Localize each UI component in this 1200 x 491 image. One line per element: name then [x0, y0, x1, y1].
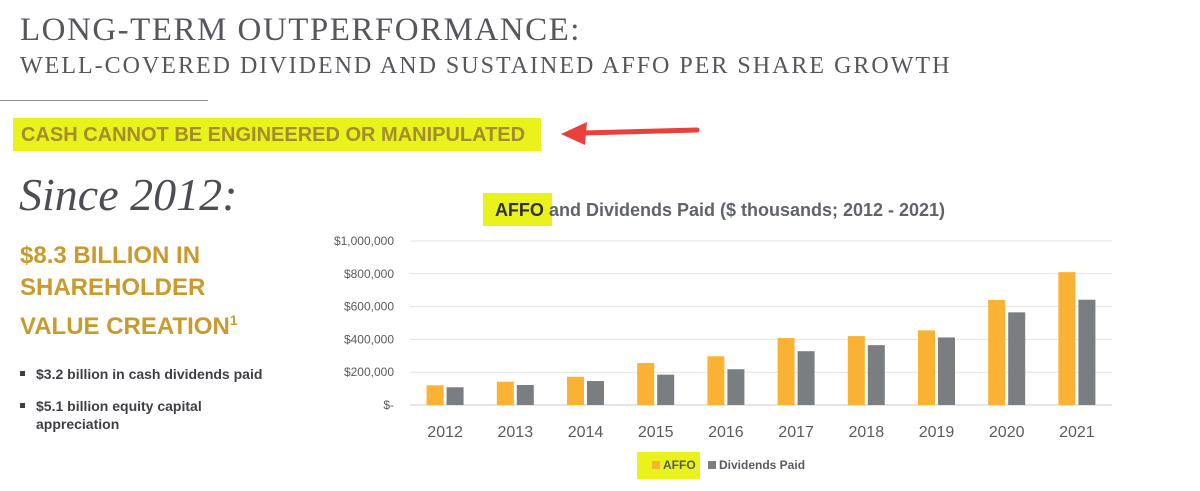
chart-title: AFFO and Dividends Paid ($ thousands; 20… — [495, 200, 945, 220]
bullet-square-icon — [20, 403, 25, 408]
chart-bars — [426, 272, 1096, 405]
bullet-equity: $5.1 billion equity capital appreciation — [20, 397, 280, 433]
bullet-dividends: $3.2 billion in cash dividends paid — [20, 365, 280, 383]
chart-x-axis: 2012 2013 2014 2015 2016 2017 2018 2019 2020 2021 — [427, 424, 1094, 441]
dividends-bar — [938, 337, 955, 405]
legend-dividends-swatch — [708, 461, 716, 469]
chart-title-rest: and Dividends Paid ($ thousands; 2012 - … — [544, 200, 945, 220]
y-tick-label: $400,000 — [344, 332, 394, 346]
legend-highlight — [637, 452, 700, 479]
affo-bar — [707, 356, 725, 405]
affo-bar — [847, 336, 865, 405]
value-creation-text: $8.3 BILLION IN SHAREHOLDER VALUE CREATI… — [20, 242, 230, 340]
x-tick-label: 2019 — [919, 424, 955, 441]
dividends-bar — [727, 369, 745, 405]
dividends-bar — [797, 351, 815, 405]
page-subtitle: WELL-COVERED DIVIDEND AND SUSTAINED AFFO… — [20, 53, 952, 79]
legend-affo-label: AFFO — [663, 458, 696, 472]
affo-bar — [988, 300, 1006, 405]
chart-title-affo: AFFO — [495, 200, 544, 220]
chart-title-highlight — [483, 193, 552, 226]
affo-bar — [567, 376, 584, 405]
legend-affo-swatch — [652, 461, 660, 469]
x-tick-label: 2014 — [568, 424, 604, 441]
bullet-text: $3.2 billion in cash dividends paid — [36, 366, 263, 382]
x-tick-label: 2015 — [638, 424, 674, 441]
affo-bar — [1058, 272, 1076, 405]
x-tick-label: 2020 — [989, 424, 1025, 441]
dividends-bar — [516, 384, 534, 405]
x-tick-label: 2018 — [849, 424, 885, 441]
left-arrow-icon — [561, 122, 700, 145]
x-tick-label: 2012 — [427, 424, 463, 441]
page-title: LONG-TERM OUTPERFORMANCE: — [20, 12, 581, 48]
y-tick-label: $1,000,000 — [334, 234, 394, 248]
y-tick-label: $600,000 — [344, 300, 394, 314]
y-tick-label: $800,000 — [344, 267, 394, 281]
chart-y-axis: $- $200,000 $400,000 $600,000 $800,000 $1,000… — [334, 234, 394, 412]
callout-text: CASH CANNOT BE ENGINEERED OR MANIPULATED — [21, 124, 526, 146]
x-tick-label: 2017 — [778, 424, 814, 441]
x-tick-label: 2021 — [1059, 424, 1095, 441]
dividends-bar — [587, 381, 604, 405]
legend-dividends-label: Dividends Paid — [719, 458, 805, 472]
affo-bar — [496, 381, 514, 405]
affo-bar — [637, 363, 655, 405]
y-tick-label: $200,000 — [344, 365, 394, 379]
title-divider — [0, 100, 208, 101]
x-tick-label: 2013 — [498, 424, 534, 441]
bullet-text: $5.1 billion equity capital appreciation — [36, 398, 202, 432]
chart-gridlines — [410, 240, 1112, 406]
affo-bar — [918, 330, 935, 405]
dividends-bar — [1078, 299, 1096, 405]
dividends-bar — [446, 387, 464, 405]
x-tick-label: 2016 — [708, 424, 744, 441]
value-creation-headline: $8.3 BILLION IN SHAREHOLDER VALUE CREATI… — [20, 240, 260, 343]
chart-legend: AFFO Dividends Paid — [652, 458, 805, 472]
bullet-square-icon — [20, 371, 25, 376]
dividends-bar — [1008, 312, 1026, 405]
affo-bar — [426, 385, 444, 405]
footnote-marker: 1 — [229, 312, 238, 328]
y-tick-label: $- — [383, 398, 394, 412]
callout-highlight — [13, 118, 541, 151]
dividends-bar — [867, 345, 885, 405]
affo-bar — [777, 338, 795, 405]
since-heading: Since 2012: — [19, 169, 238, 220]
dividends-bar — [657, 374, 675, 405]
